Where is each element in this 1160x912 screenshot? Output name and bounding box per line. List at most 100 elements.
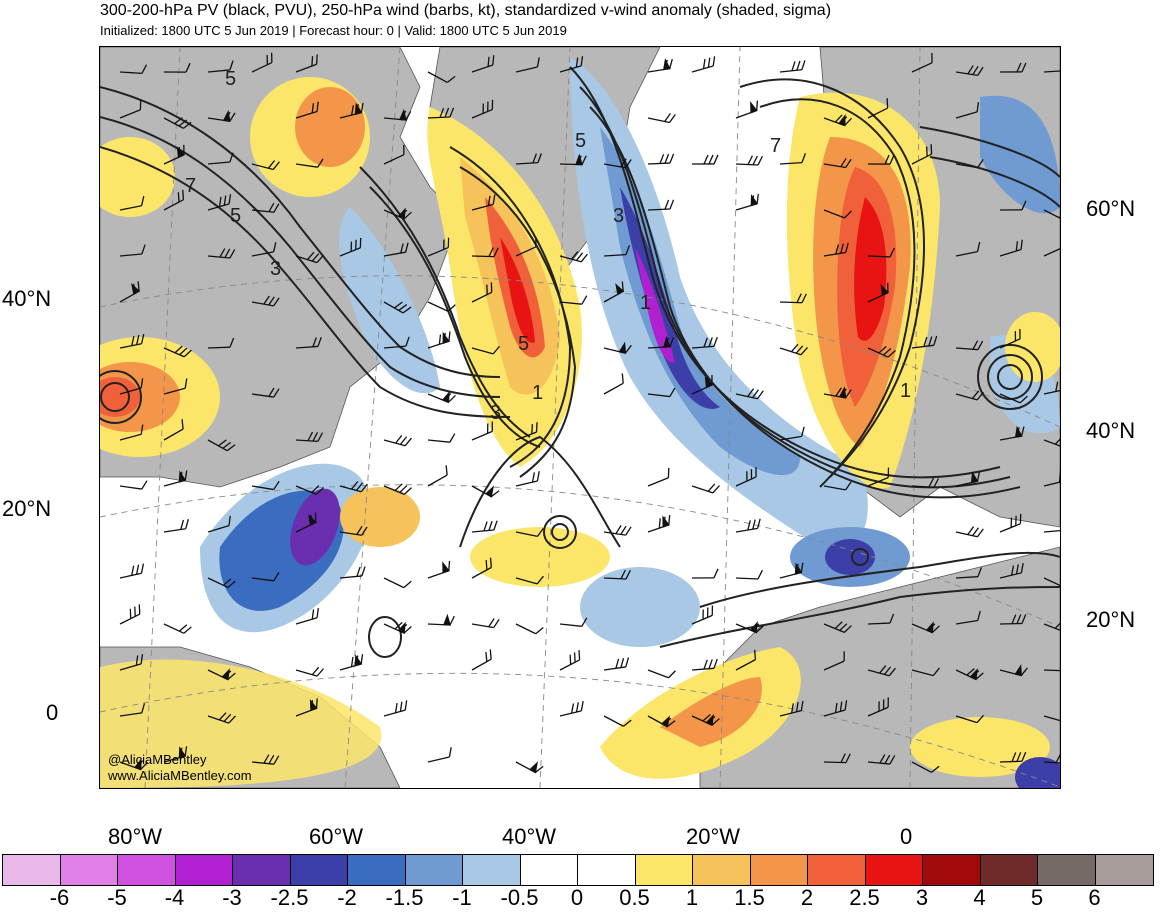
wind-barb: [691, 713, 720, 727]
wind-barb: [207, 60, 234, 73]
anomaly-positive: [470, 527, 610, 587]
wind-barb: [251, 242, 277, 257]
wind-barb: [955, 610, 981, 625]
colorbar-tick-label: -1: [452, 885, 472, 910]
wind-barb: [735, 388, 764, 400]
colorbar-swatch: [750, 855, 808, 885]
wind-barb: [471, 247, 499, 258]
anomaly-positive: [854, 197, 887, 341]
anomaly-positive: [500, 237, 535, 343]
wind-barb: [207, 337, 235, 349]
wind-barb: [471, 557, 492, 579]
wind-barb: [691, 336, 718, 349]
anomaly-negative: [339, 207, 440, 394]
anomaly-negative: [620, 187, 720, 409]
wind-barb: [955, 714, 984, 724]
wind-barb: [867, 98, 889, 119]
v-wind-anomaly-shading: [100, 57, 1060, 788]
wind-barb: [1043, 380, 1060, 395]
wind-barb: [1043, 577, 1060, 588]
wind-barb: [955, 102, 980, 119]
wind-barb: [119, 703, 146, 717]
wind-barb: [471, 618, 500, 629]
wind-barb: [735, 649, 757, 671]
wind-barb: [163, 345, 192, 358]
wind-barb: [867, 754, 896, 765]
wind-barb: [383, 301, 412, 314]
wind-barb: [251, 480, 280, 491]
wind-barb: [603, 281, 625, 303]
anomaly-negative: [570, 57, 868, 552]
wind-barb: [999, 329, 1021, 349]
contour-label: 3: [270, 258, 281, 280]
wind-barb: [207, 152, 234, 165]
anomaly-negative: [825, 539, 875, 575]
wind-barbs: [119, 52, 1060, 774]
wind-barb: [911, 761, 940, 773]
wind-barb: [119, 654, 144, 671]
wind-barb: [603, 373, 624, 395]
anomaly-negative: [635, 247, 675, 363]
wind-barb: [559, 295, 588, 305]
chart-subtitle: Initialized: 1800 UTC 5 Jun 2019 | Forec…: [100, 23, 567, 38]
wind-barb: [119, 244, 146, 257]
colorbar-swatch: [1095, 855, 1153, 885]
graticule: [100, 47, 1060, 788]
wind-barb: [295, 698, 318, 717]
wind-barb: [691, 568, 719, 579]
wind-barb: [603, 525, 632, 536]
wind-barb: [999, 563, 1024, 579]
colorbar-swatch: [520, 855, 578, 885]
colorbar: [2, 854, 1154, 886]
wind-barb: [999, 239, 1023, 257]
weather-map: 5 7 5 3 5 3 1 5 1 3 7 1: [99, 46, 1061, 789]
lat-label-right: 40°N: [1086, 418, 1136, 443]
wind-barb: [691, 483, 720, 494]
wind-barb: [691, 605, 714, 625]
lon-label: 0: [900, 824, 913, 849]
wind-barb: [779, 343, 808, 356]
wind-barb: [471, 194, 496, 211]
wind-barb: [691, 658, 718, 671]
wind-barb: [119, 480, 148, 490]
wind-barb: [955, 668, 984, 681]
wind-barb: [647, 153, 675, 165]
wind-barb: [383, 435, 412, 447]
contour-label: 1: [532, 382, 543, 404]
wind-barb: [999, 614, 1027, 625]
wind-barb: [867, 665, 896, 677]
wind-barb: [1043, 246, 1060, 257]
wind-barb: [647, 335, 675, 349]
wind-barb: [559, 701, 584, 717]
wind-barb: [603, 341, 632, 354]
wind-barb: [339, 566, 366, 579]
wind-barb: [999, 62, 1027, 73]
wind-barb: [735, 621, 764, 634]
wind-barb: [603, 245, 631, 257]
lat-label-left: 20°N: [2, 496, 52, 521]
wind-barb: [823, 158, 852, 169]
wind-barb: [1043, 529, 1060, 533]
wind-barb: [955, 340, 984, 351]
wind-barb: [779, 60, 806, 73]
colorbar-swatch: [578, 855, 636, 885]
wind-barb: [251, 295, 280, 307]
wind-barb: [383, 108, 412, 121]
wind-barb: [735, 100, 759, 119]
wind-barb: [295, 158, 324, 168]
colorbar-tick-label: 1.5: [734, 885, 765, 910]
wind-barb: [339, 237, 362, 257]
wind-barb: [339, 102, 364, 119]
lat-label-right: 60°N: [1086, 196, 1136, 221]
wind-barb: [251, 572, 280, 582]
wind-barb: [911, 477, 940, 488]
wind-barb: [603, 158, 632, 169]
wind-barb: [603, 569, 631, 580]
contour-label: 7: [770, 135, 781, 157]
wind-barb: [471, 282, 493, 303]
anomaly-positive: [100, 377, 140, 417]
lon-label: 60°W: [309, 824, 364, 849]
wind-barb: [559, 650, 581, 671]
wind-barb: [471, 485, 500, 498]
colorbar-swatch: [1038, 855, 1096, 885]
